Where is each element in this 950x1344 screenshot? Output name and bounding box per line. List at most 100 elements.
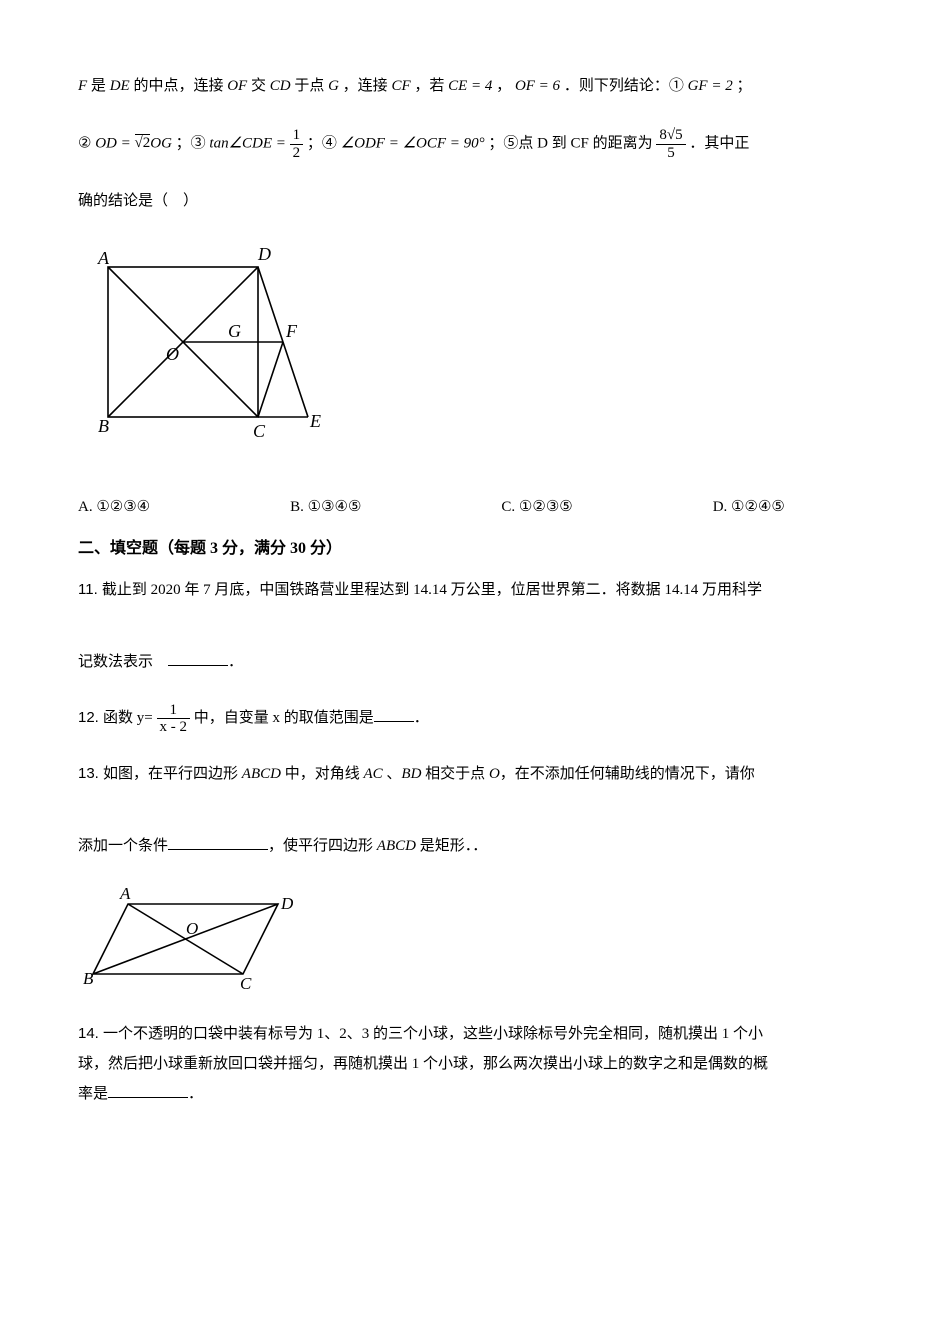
- ABCD2: ABCD: [377, 838, 416, 854]
- q11-val2: 14.14: [664, 582, 698, 598]
- ABCD: ABCD: [242, 766, 281, 782]
- label-G: G: [228, 321, 241, 341]
- var-F: F: [78, 78, 87, 94]
- tan: tan∠CDE =: [209, 135, 289, 151]
- frac-den: x - 2: [157, 719, 191, 736]
- q14: 14. 一个不透明的口袋中装有标号为 1、2、3 的三个小球，这些小球除标号外完…: [78, 1019, 872, 1109]
- q10-options: A. ①②③④ B. ①③④⑤ C. ①②③⑤ D. ①②④⑤: [78, 497, 872, 516]
- q13-text2: 中，对角线: [281, 766, 364, 782]
- text: ；: [736, 78, 751, 94]
- geometry-figure-icon: A D B C E F G O: [78, 242, 328, 462]
- var-OF: OF: [227, 78, 247, 94]
- frac-half: 12: [290, 127, 304, 161]
- label-O: O: [166, 344, 179, 364]
- q12-num: 12.: [78, 709, 103, 726]
- q10-line1: F 是 DE 的中点，连接 OF 交 CD 于点 G ，连接 CF ，若 CE …: [78, 70, 872, 103]
- label-D: D: [257, 244, 271, 264]
- eq-OF: OF = 6: [515, 78, 560, 94]
- q13-line2a: 添加一个条件: [78, 838, 168, 854]
- q14-line2: 球，然后把小球重新放回口袋并摇匀，再随机摸出 1 个小球，那么两次摸出小球上的数…: [78, 1056, 768, 1072]
- q14-line1: 一个不透明的口袋中装有标号为 1、2、3 的三个小球，这些小球除标号外完全相同，…: [103, 1026, 763, 1042]
- eq-CE: CE = 4: [448, 78, 492, 94]
- frac-den: 2: [290, 145, 304, 162]
- label-E: E: [309, 411, 321, 431]
- q13-figure: A D B C O: [78, 884, 872, 999]
- q13-line2c: 是矩形．．: [416, 838, 487, 854]
- q14-line3b: ．: [188, 1086, 203, 1102]
- text: ；④: [307, 135, 341, 151]
- text: ；③: [176, 135, 210, 151]
- text: 是: [91, 78, 110, 94]
- sqrt2: √2: [135, 134, 151, 151]
- label-C: C: [240, 974, 252, 993]
- sqrt-val: √2: [135, 134, 151, 151]
- frac-den: 5: [656, 145, 685, 162]
- blank: [168, 648, 228, 666]
- label-B: B: [83, 969, 94, 988]
- text: ，连接: [343, 78, 392, 94]
- frac-num: 1: [157, 702, 191, 720]
- parallelogram-figure-icon: A D B C O: [78, 884, 298, 994]
- label-D: D: [280, 894, 294, 913]
- var-OG: OG: [150, 135, 172, 151]
- blank: [108, 1080, 188, 1098]
- q11-text3: 万用科学: [698, 582, 762, 598]
- q11-num: 11.: [78, 581, 102, 598]
- O: O: [489, 766, 500, 782]
- label-F: F: [285, 321, 298, 341]
- eq-GF: GF = 2: [688, 78, 733, 94]
- q13: 13. 如图，在平行四边形 ABCD 中，对角线 AC 、BD 相交于点 O，在…: [78, 756, 872, 864]
- option-C: C. ①②③⑤: [501, 497, 572, 516]
- frac-num: 8√5: [656, 127, 685, 145]
- section-2-title: 二、填空题（每题 3 分，满分 30 分）: [78, 534, 872, 558]
- q10-line3: 确的结论是（ ）: [78, 185, 872, 218]
- text: ；⑤点 D 到 CF 的距离为: [488, 135, 656, 151]
- dot: 、: [383, 766, 402, 782]
- blank: [374, 704, 414, 722]
- AC: AC: [363, 766, 382, 782]
- q12: 12. 函数 y= 1x - 2 中，自变量 x 的取值范围是．: [78, 700, 872, 736]
- q11-text2: 万公里，位居世界第二．将数据: [447, 582, 665, 598]
- q11-line2: 记数法表示: [78, 654, 168, 670]
- var-CF: CF: [391, 78, 410, 94]
- option-A: A. ①②③④: [78, 497, 150, 516]
- text: ．其中正: [689, 135, 749, 151]
- var-G: G: [328, 78, 339, 94]
- label-C: C: [253, 421, 266, 441]
- q13-text3: 相交于点: [421, 766, 489, 782]
- text: ②: [78, 135, 95, 151]
- q11-val1: 14.14: [413, 582, 447, 598]
- q14-num: 14.: [78, 1025, 103, 1042]
- q12-text1: 函数: [103, 710, 137, 726]
- label-B: B: [98, 416, 109, 436]
- q11-text1: 截止到 2020 年 7 月底，中国铁路营业里程达到: [102, 582, 413, 598]
- var-CD: CD: [270, 78, 291, 94]
- eq-OD: OD =: [95, 135, 134, 151]
- frac-num: 1: [290, 127, 304, 145]
- var-DE: DE: [110, 78, 130, 94]
- BD: BD: [401, 766, 421, 782]
- text: 交: [251, 78, 270, 94]
- q10-figure: A D B C E F G O: [78, 242, 872, 467]
- angle: ∠ODF = ∠OCF = 90°: [341, 135, 485, 151]
- q12-y: y=: [137, 710, 157, 726]
- q13-line2b: ，使平行四边形: [268, 838, 377, 854]
- q10-line2: ② OD = √2OG ；③ tan∠CDE = 12 ；④ ∠ODF = ∠O…: [78, 127, 872, 161]
- text: 的中点，连接: [133, 78, 227, 94]
- text: ．则下列结论：①: [564, 78, 688, 94]
- text: 于点: [294, 78, 328, 94]
- q13-num: 13.: [78, 765, 103, 782]
- label-A: A: [97, 248, 110, 268]
- label-A: A: [119, 884, 131, 903]
- label-O: O: [186, 919, 198, 938]
- q12-period: ．: [414, 710, 429, 726]
- q13-text1: 如图，在平行四边形: [103, 766, 242, 782]
- q14-line3a: 率是: [78, 1086, 108, 1102]
- option-D: D. ①②④⑤: [713, 497, 785, 516]
- q11-period: ．: [228, 654, 243, 670]
- text: ，若: [414, 78, 448, 94]
- text: ，: [496, 78, 515, 94]
- q13-text4: ，在不添加任何辅助线的情况下，请你: [500, 766, 755, 782]
- frac-dist: 8√55: [656, 127, 685, 161]
- blank: [168, 832, 268, 850]
